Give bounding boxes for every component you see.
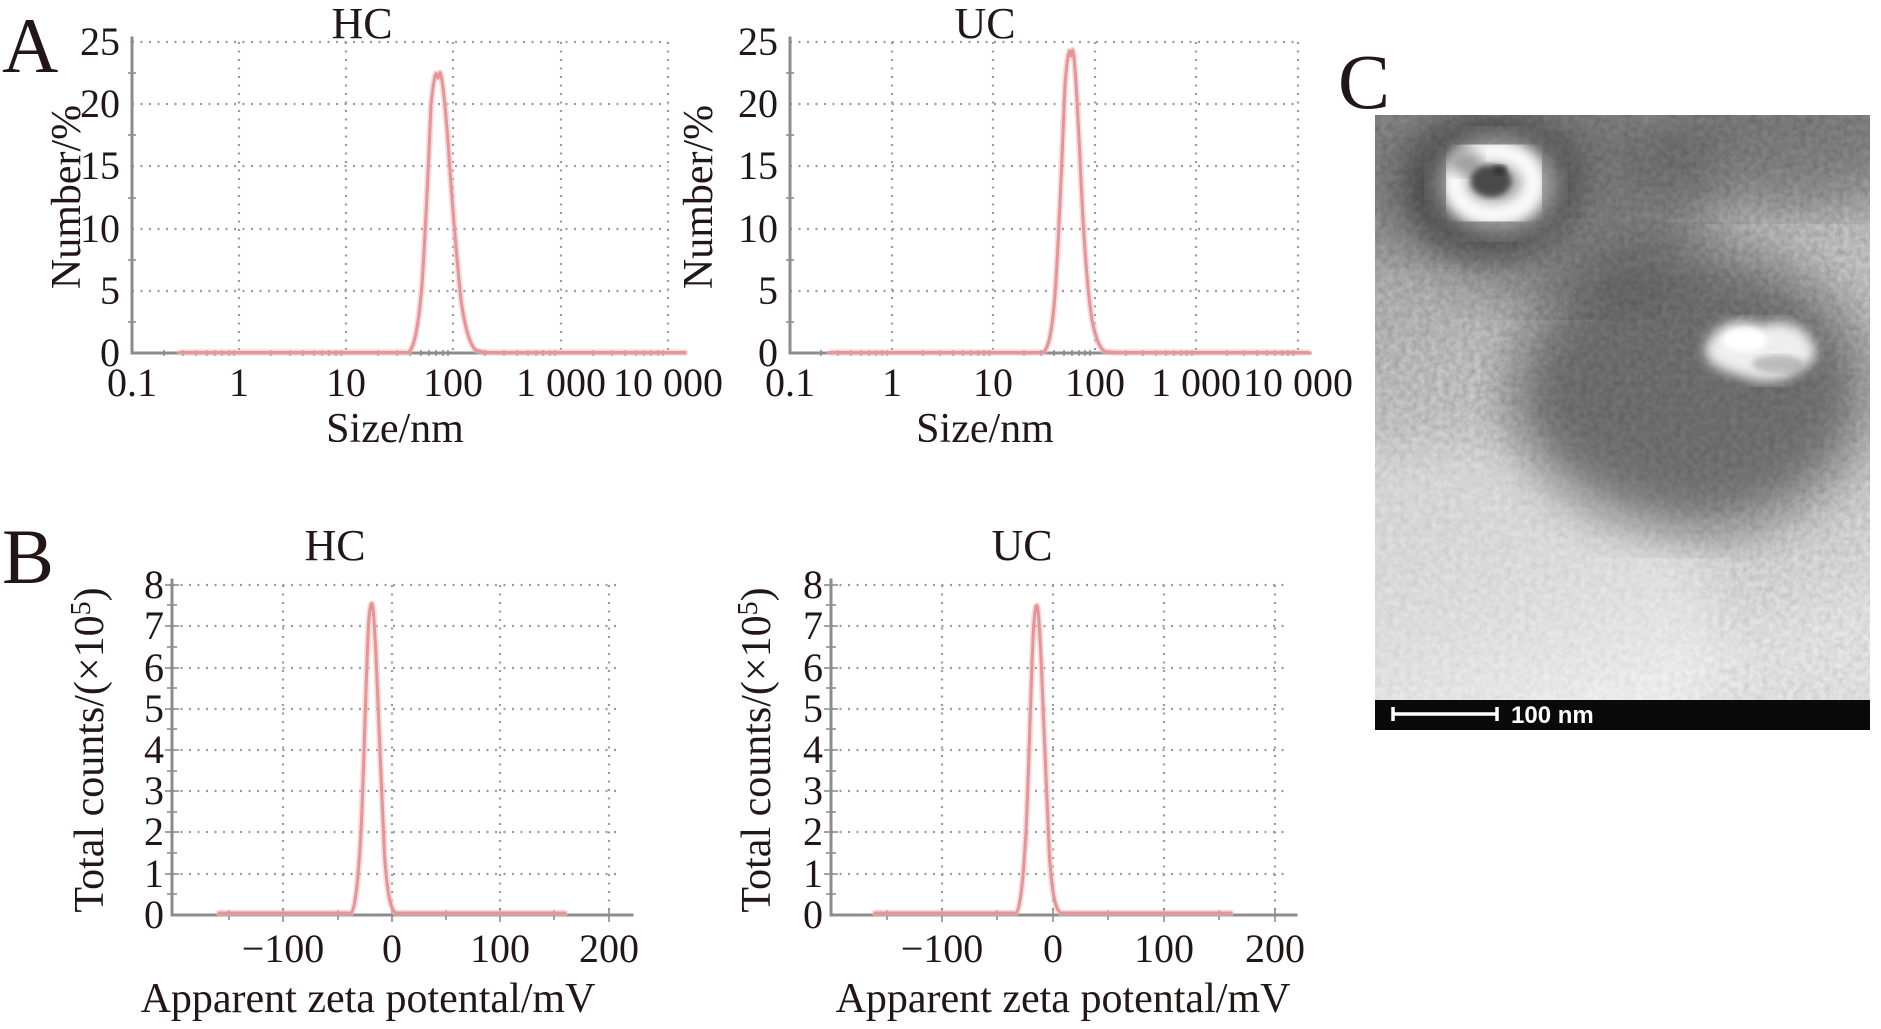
uc-zeta-y-tick-labels: 0 1 2 3 4 5 6 7 8 (803, 562, 823, 937)
hc-zeta-y-tick-labels: 0 1 2 3 4 5 6 7 8 (144, 562, 164, 937)
y-tick: 15 (738, 143, 778, 188)
x-tick: −100 (242, 926, 325, 971)
hc-size-y-axis-label: Number/% (44, 105, 90, 289)
y-tick: 7 (144, 603, 164, 648)
hc-size-y-tick-labels: 0 5 10 15 20 25 (80, 19, 120, 375)
y-tick: 10 (80, 206, 120, 251)
uc-zeta-curve (873, 604, 1233, 915)
x-tick: 100 (1134, 926, 1194, 971)
panel-b-label: B (2, 513, 54, 600)
x-tick: 0.1 (765, 360, 815, 405)
hc-size-x-tick-labels: 0.1 1 10 100 1 000 10 000 (107, 360, 723, 405)
y-tick: 25 (80, 19, 120, 64)
x-tick: 10 000 (1243, 360, 1353, 405)
y-tick: 7 (803, 603, 823, 648)
uc-size-curve (828, 48, 1310, 354)
hc-zeta-curve (217, 602, 567, 915)
hc-size-gridlines (132, 40, 670, 353)
y-tick: 15 (80, 143, 120, 188)
uc-size-y-axis-label: Number/% (676, 105, 722, 289)
uc-size-x-axis-label: Size/nm (916, 406, 1054, 452)
uc-size-plot: UC 0 5 10 15 20 25 0.1 1 10 100 1 000 10… (676, 0, 1353, 452)
panel-a-label: A (2, 2, 58, 89)
y-tick: 25 (738, 19, 778, 64)
hc-size-curve (178, 71, 687, 354)
y-tick: 3 (803, 768, 823, 813)
x-tick: 10 (326, 360, 366, 405)
y-tick: 5 (144, 686, 164, 731)
x-tick: 1 000 (1151, 360, 1241, 405)
y-tick: 0 (803, 892, 823, 937)
donut-core-spot (1493, 165, 1507, 175)
uc-zeta-title: UC (991, 521, 1052, 570)
hc-zeta-y-axis-label: Total counts/(×105) (66, 587, 113, 912)
y-tick: 2 (803, 809, 823, 854)
x-tick: 100 (470, 926, 530, 971)
donut-crescent-shadow (1449, 150, 1483, 176)
y-tick: 20 (738, 81, 778, 126)
x-tick: 0 (1043, 926, 1063, 971)
y-tick: 8 (803, 562, 823, 607)
uc-size-y-tick-labels: 0 5 10 15 20 25 (738, 19, 778, 375)
tem-vesicle-donut (1406, 115, 1582, 258)
hc-zeta-plot: HC 0 1 2 3 4 5 6 7 8 −100 0 100 200 (66, 521, 639, 1022)
y-tick: 0 (100, 330, 120, 375)
x-tick: 100 (423, 360, 483, 405)
y-tick: 6 (803, 645, 823, 690)
uc-zeta-x-tick-labels: −100 0 100 200 (901, 926, 1305, 971)
y-tick: 4 (803, 727, 823, 772)
uc-size-title: UC (954, 0, 1015, 48)
scale-bar (1391, 707, 1499, 721)
x-tick: 10 (973, 360, 1013, 405)
x-tick: 0.1 (107, 360, 157, 405)
uc-size-gridlines (790, 40, 1300, 353)
y-tick: 3 (144, 768, 164, 813)
uc-zeta-x-axis-label: Apparent zeta potental/mV (836, 976, 1291, 1022)
panel-c-label: C (1338, 38, 1390, 125)
x-tick: −100 (901, 926, 984, 971)
x-tick: 10 000 (613, 360, 723, 405)
scale-bar-label: 100 nm (1511, 702, 1594, 729)
uc-zeta-gridlines (831, 583, 1290, 915)
y-tick: 8 (144, 562, 164, 607)
y-tick: 0 (758, 330, 778, 375)
uc-zeta-plot: UC 0 1 2 3 4 5 6 7 8 −100 0 100 200 (733, 521, 1305, 1022)
uc-size-x-tick-labels: 0.1 1 10 100 1 000 10 000 (765, 360, 1353, 405)
donut-ring (1442, 139, 1546, 227)
y-tick: 20 (80, 81, 120, 126)
hc-zeta-title: HC (304, 521, 365, 570)
y-tick: 10 (738, 206, 778, 251)
hc-zeta-x-tick-labels: −100 0 100 200 (242, 926, 639, 971)
y-tick: 5 (803, 686, 823, 731)
x-tick: 200 (579, 926, 639, 971)
x-tick: 1 (882, 360, 902, 405)
y-tick: 5 (758, 268, 778, 313)
tem-micrograph: 100 nm (1375, 115, 1870, 730)
tem-vesicle-blob (1704, 320, 1816, 381)
x-tick: 0 (382, 926, 402, 971)
x-tick: 1 (229, 360, 249, 405)
y-tick: 1 (803, 851, 823, 896)
hc-size-plot: HC 0 5 10 15 20 25 0.1 1 10 100 1 000 10… (44, 0, 723, 452)
y-tick: 0 (144, 892, 164, 937)
x-tick: 200 (1245, 926, 1305, 971)
hc-size-title: HC (331, 0, 392, 48)
y-tick: 5 (100, 268, 120, 313)
y-tick: 2 (144, 809, 164, 854)
x-tick: 1 000 (516, 360, 606, 405)
y-tick: 4 (144, 727, 164, 772)
hc-zeta-x-axis-label: Apparent zeta potental/mV (141, 976, 596, 1022)
x-tick: 100 (1065, 360, 1125, 405)
y-tick: 1 (144, 851, 164, 896)
uc-zeta-y-axis-label: Total counts/(×105) (733, 587, 780, 912)
hc-size-x-axis-label: Size/nm (326, 406, 464, 452)
y-tick: 6 (144, 645, 164, 690)
